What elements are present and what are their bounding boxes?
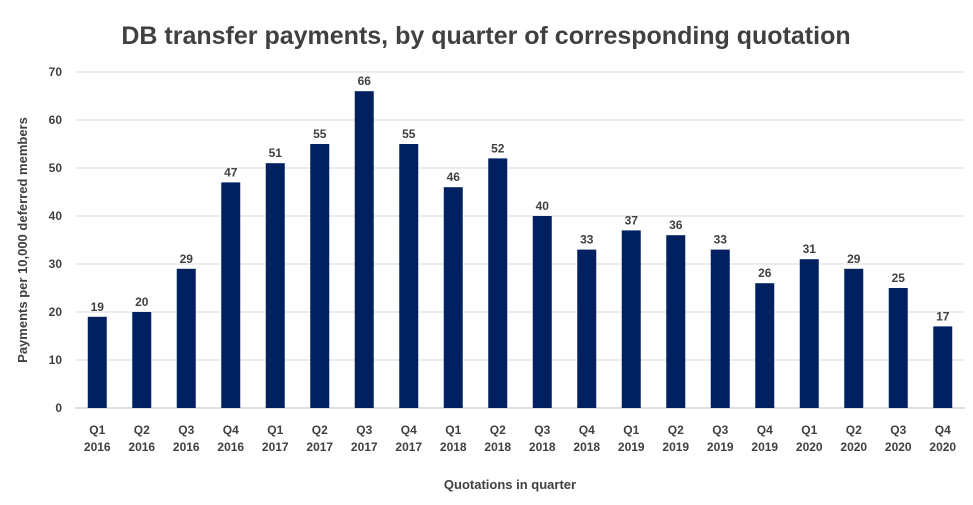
x-category-labels: Q1 2016 Q2 2016 Q3 2016 Q4 2016 Q1 2017 Q2 2017 Q3 20… <box>84 423 957 454</box>
bar <box>799 259 819 408</box>
x-tick-label-year: 2019 <box>618 440 645 454</box>
x-tick-label-year: 2020 <box>929 440 956 454</box>
y-tick-label: 70 <box>49 65 63 79</box>
bar <box>176 268 196 408</box>
x-tick-label-quarter: Q4 <box>401 423 417 437</box>
x-tick-label-year: 2018 <box>529 440 556 454</box>
x-tick-label-quarter: Q1 <box>445 423 461 437</box>
x-tick-label-quarter: Q3 <box>890 423 906 437</box>
y-tick-label: 20 <box>49 305 63 319</box>
x-tick-label-year: 2017 <box>262 440 289 454</box>
x-tick-label-quarter: Q3 <box>534 423 550 437</box>
data-label: 46 <box>447 170 461 184</box>
data-label: 37 <box>625 213 639 227</box>
data-label: 51 <box>269 146 283 160</box>
x-tick-label-year: 2017 <box>395 440 422 454</box>
x-tick-label-year: 2018 <box>573 440 600 454</box>
x-tick-label-year: 2016 <box>173 440 200 454</box>
data-label: 20 <box>135 295 149 309</box>
x-tick-label-quarter: Q2 <box>134 423 150 437</box>
x-tick-label-quarter: Q4 <box>935 423 951 437</box>
bar <box>710 249 730 408</box>
y-tick-label: 30 <box>49 257 63 271</box>
x-axis-title: Quotations in quarter <box>444 477 576 492</box>
data-labels: 19 20 29 47 51 55 66 55 46 52 40 33 37 36 33 26 31 29 25 17 <box>91 74 950 323</box>
bar <box>399 144 419 408</box>
bar <box>265 163 285 408</box>
gridlines <box>75 71 965 409</box>
y-axis-title: Payments per 10,000 deferred members <box>15 117 30 363</box>
y-tick-label: 0 <box>55 401 62 415</box>
x-tick-label-quarter: Q2 <box>668 423 684 437</box>
x-tick-label-quarter: Q4 <box>223 423 239 437</box>
data-label: 52 <box>491 141 505 155</box>
bar <box>221 182 241 408</box>
x-tick-label-year: 2016 <box>84 440 111 454</box>
data-label: 26 <box>758 266 772 280</box>
data-label: 17 <box>936 309 950 323</box>
data-label: 29 <box>847 252 861 266</box>
data-label: 55 <box>402 127 416 141</box>
data-label: 55 <box>313 127 327 141</box>
x-tick-label-year: 2020 <box>885 440 912 454</box>
x-tick-label-year: 2016 <box>128 440 155 454</box>
bar <box>488 158 508 408</box>
bar <box>443 187 463 408</box>
x-tick-label-year: 2020 <box>840 440 867 454</box>
x-tick-label-quarter: Q4 <box>757 423 773 437</box>
bar <box>532 216 552 408</box>
bar <box>132 312 152 408</box>
x-tick-label-quarter: Q2 <box>490 423 506 437</box>
x-tick-label-quarter: Q3 <box>356 423 372 437</box>
chart-title: DB transfer payments, by quarter of corr… <box>121 22 850 50</box>
x-tick-label-year: 2020 <box>796 440 823 454</box>
x-tick-label-quarter: Q1 <box>267 423 283 437</box>
x-tick-label-quarter: Q2 <box>846 423 862 437</box>
bar <box>888 288 908 408</box>
x-tick-label-quarter: Q1 <box>89 423 105 437</box>
x-tick-label-quarter: Q4 <box>579 423 595 437</box>
bar <box>87 316 107 408</box>
y-tick-label: 50 <box>49 161 63 175</box>
bar <box>621 230 641 408</box>
data-label: 40 <box>536 199 550 213</box>
bar <box>577 249 597 408</box>
x-tick-label-quarter: Q1 <box>801 423 817 437</box>
y-tick-label: 10 <box>49 353 63 367</box>
y-tick-label: 60 <box>49 113 63 127</box>
data-label: 31 <box>803 242 817 256</box>
bar <box>354 91 374 408</box>
data-label: 66 <box>358 74 372 88</box>
x-tick-label-year: 2019 <box>751 440 778 454</box>
x-tick-label-quarter: Q2 <box>312 423 328 437</box>
x-tick-label-year: 2019 <box>662 440 689 454</box>
x-tick-label-year: 2017 <box>351 440 378 454</box>
data-label: 29 <box>180 252 194 266</box>
bar <box>755 283 775 408</box>
x-tick-label-year: 2019 <box>707 440 734 454</box>
bars <box>87 91 953 408</box>
x-tick-label-year: 2018 <box>440 440 467 454</box>
data-label: 19 <box>91 300 105 314</box>
data-label: 33 <box>714 233 728 247</box>
data-label: 36 <box>669 218 683 232</box>
bar <box>844 268 864 408</box>
x-tick-label-year: 2016 <box>217 440 244 454</box>
x-tick-label-quarter: Q3 <box>712 423 728 437</box>
data-label: 47 <box>224 165 238 179</box>
y-tick-label: 40 <box>49 209 63 223</box>
bar <box>933 326 953 408</box>
x-tick-label-quarter: Q1 <box>623 423 639 437</box>
bar <box>666 235 686 408</box>
x-tick-label-quarter: Q3 <box>178 423 194 437</box>
y-tick-labels: 0 10 20 30 40 50 60 70 <box>49 65 63 415</box>
data-label: 33 <box>580 233 594 247</box>
x-tick-label-year: 2017 <box>306 440 333 454</box>
bar <box>310 144 330 408</box>
x-tick-label-year: 2018 <box>484 440 511 454</box>
data-label: 25 <box>892 271 906 285</box>
